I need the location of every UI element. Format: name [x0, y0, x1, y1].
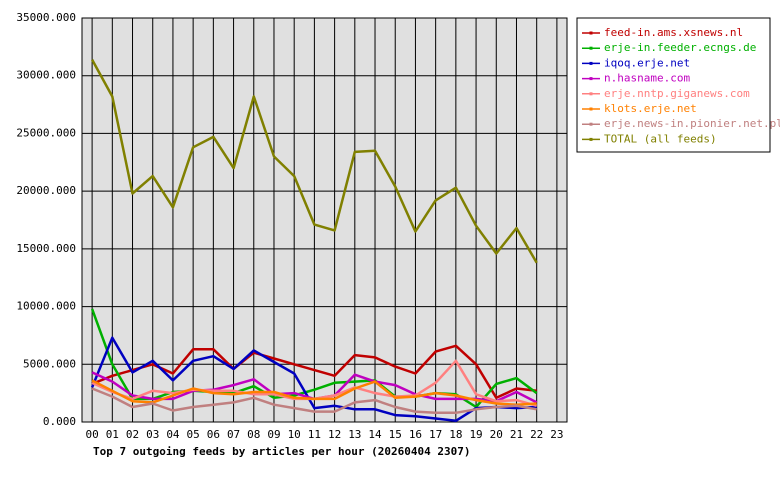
legend-marker [589, 137, 593, 141]
series-line [90, 336, 537, 423]
x-tick-label: 18 [449, 428, 462, 441]
x-tick-label: 09 [267, 428, 280, 441]
series-line [91, 379, 537, 406]
chart-title: Top 7 outgoing feeds by articles per hou… [93, 445, 471, 458]
plot-border [81, 17, 568, 423]
legend-label: TOTAL (all feeds) [604, 132, 717, 145]
x-tick-label: 13 [348, 428, 361, 441]
legend-label: erje.nntp.giganews.com [604, 87, 750, 100]
x-tick-label: 00 [85, 428, 98, 441]
y-tick-label: 0.000 [43, 415, 76, 428]
x-tick-label: 07 [227, 428, 240, 441]
legend-marker [589, 46, 593, 50]
legend-marker [589, 77, 593, 81]
x-tick-label: 02 [126, 428, 139, 441]
y-tick-label: 20000.000 [16, 184, 76, 197]
x-tick-label: 21 [510, 428, 523, 441]
x-tick-label: 14 [368, 428, 382, 441]
legend-marker [589, 107, 593, 111]
x-tick-label: 08 [247, 428, 260, 441]
x-tick-label: 04 [166, 428, 180, 441]
x-tick-label: 20 [490, 428, 503, 441]
y-tick-label: 5000.000 [23, 357, 76, 370]
legend-marker [589, 31, 593, 35]
x-tick-label: 05 [187, 428, 200, 441]
legend-label: feed-in.ams.xsnews.nl [604, 26, 743, 39]
legend-label: iqoq.erje.net [604, 56, 690, 69]
series-line [91, 387, 537, 415]
y-tick-label: 30000.000 [16, 69, 76, 82]
x-tick-label: 10 [288, 428, 301, 441]
legend-marker [589, 122, 593, 126]
x-tick-label: 16 [409, 428, 422, 441]
x-tick-label: 15 [389, 428, 402, 441]
y-tick-label: 10000.000 [16, 300, 76, 313]
x-tick-label: 19 [469, 428, 482, 441]
legend-label: n.hasname.com [604, 72, 690, 85]
x-tick-label: 06 [207, 428, 220, 441]
x-tick-label: 03 [146, 428, 159, 441]
series-line [91, 344, 537, 400]
legend-marker [589, 61, 593, 65]
x-tick-label: 23 [550, 428, 563, 441]
x-tick-label: 17 [429, 428, 442, 441]
legend-label: klots.erje.net [604, 102, 697, 115]
x-tick-label: 22 [530, 428, 543, 441]
x-tick-label: 12 [328, 428, 341, 441]
legend-box [576, 17, 771, 153]
legend-label: erje.news-in.pionier.net.pl [604, 117, 780, 130]
legend-label: erje-in.feeder.ecngs.de [604, 41, 756, 54]
y-tick-label: 15000.000 [16, 242, 76, 255]
x-tick-label: 11 [308, 428, 321, 441]
series-line [91, 58, 538, 264]
y-tick-label: 25000.000 [16, 126, 76, 139]
plot-area [82, 18, 567, 422]
legend-marker [589, 92, 593, 96]
x-tick-label: 01 [106, 428, 119, 441]
y-tick-label: 35000.000 [16, 11, 76, 24]
